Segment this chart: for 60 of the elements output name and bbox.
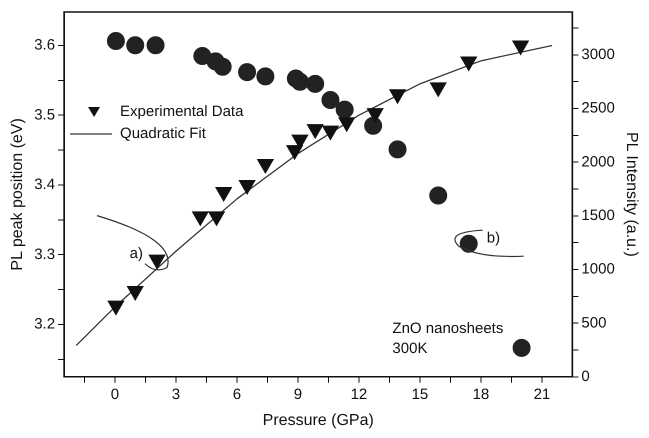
point	[215, 186, 232, 202]
y2-tick-label: 1500	[581, 207, 615, 224]
point	[336, 100, 354, 119]
legend-label: Quadratic Fit	[120, 125, 207, 142]
annotation: ZnO nanosheets 300K	[392, 320, 504, 357]
point	[306, 74, 324, 93]
y2-tick-label: 0	[581, 368, 590, 385]
x-tick-label: 3	[172, 386, 180, 403]
y-tick-label: 3.4	[34, 176, 56, 194]
x-tick-label: 18	[472, 386, 490, 403]
x-tick-label: 9	[294, 386, 302, 403]
point	[389, 89, 406, 104]
x-tick-label: 21	[534, 386, 550, 403]
y2-tick-label: 500	[581, 314, 606, 332]
point	[460, 234, 478, 253]
point	[214, 58, 232, 76]
y-axis-title: PL peak position (eV)	[9, 118, 26, 271]
point	[208, 211, 225, 226]
point	[460, 56, 478, 72]
point	[512, 338, 531, 357]
point	[321, 90, 340, 109]
point	[148, 254, 166, 270]
x-tick-label: 0	[110, 386, 120, 403]
annotation: b)	[486, 229, 500, 246]
point	[290, 72, 309, 91]
y2-axis-title: PL Intensity (a.u.)	[622, 132, 640, 257]
point	[322, 126, 339, 140]
y-tick-label: 3.5	[34, 106, 56, 124]
point	[388, 140, 407, 158]
point	[430, 82, 447, 97]
point	[238, 63, 256, 82]
annotation: a)	[130, 244, 143, 262]
x-axis-title: Pressure (GPa)	[262, 412, 374, 429]
point	[257, 159, 274, 174]
legend-label: Experimental Data	[120, 103, 244, 120]
point	[366, 108, 384, 123]
point	[126, 286, 144, 301]
x-tick-label: 15	[412, 386, 428, 403]
x-tick-label: 12	[350, 386, 368, 403]
y-tick-label: 3.6	[34, 36, 56, 54]
point	[512, 40, 529, 55]
point	[106, 32, 125, 50]
point	[364, 116, 382, 135]
point	[238, 180, 256, 194]
y2-tick-label: 2500	[581, 100, 615, 117]
point	[192, 211, 209, 226]
y2-tick-label: 3000	[581, 46, 615, 64]
y-tick-label: 3.2	[34, 316, 56, 333]
point	[108, 300, 124, 316]
point	[256, 67, 274, 86]
point	[126, 36, 144, 54]
point	[286, 145, 303, 160]
point	[146, 36, 165, 54]
y2-tick-label: 2000	[581, 153, 615, 170]
point	[429, 186, 448, 204]
y-tick-label: 3.3	[34, 246, 56, 263]
x-tick-label: 6	[232, 386, 242, 403]
y2-tick-label: 1000	[581, 260, 615, 278]
point	[306, 124, 324, 139]
point	[338, 117, 356, 132]
